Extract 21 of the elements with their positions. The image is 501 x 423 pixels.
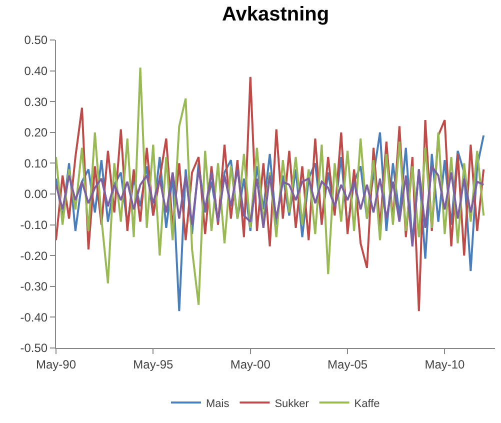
y-tick-label: -0.30	[20, 280, 48, 294]
line-series	[56, 165, 485, 248]
y-tick-label: 0.30	[24, 94, 48, 109]
legend-label: Sukker	[274, 398, 310, 410]
y-tick-label: 0.50	[24, 33, 48, 48]
y-tick-label: -0.10	[20, 218, 48, 232]
y-tick-label: -0.50	[20, 341, 48, 356]
y-tick-label: -0.20	[20, 248, 48, 263]
y-tick-label: 0.20	[24, 126, 48, 140]
y-tick-label: 0.40	[24, 64, 48, 78]
y-tick-label: 0.10	[24, 156, 48, 170]
x-tick-label: May-90	[36, 357, 76, 372]
legend-label: Kaffe	[354, 398, 380, 410]
y-tick-label: -0.40	[20, 310, 48, 324]
legend-label: Mais	[206, 398, 230, 410]
x-tick-label: May-10	[424, 357, 466, 372]
x-tick-label: May-95	[133, 357, 174, 372]
x-tick-label: May-00	[230, 357, 271, 372]
chart-title: Avkastning	[222, 3, 330, 26]
x-tick-label: May-05	[328, 357, 368, 372]
y-tick-label: 0.00	[24, 187, 48, 202]
